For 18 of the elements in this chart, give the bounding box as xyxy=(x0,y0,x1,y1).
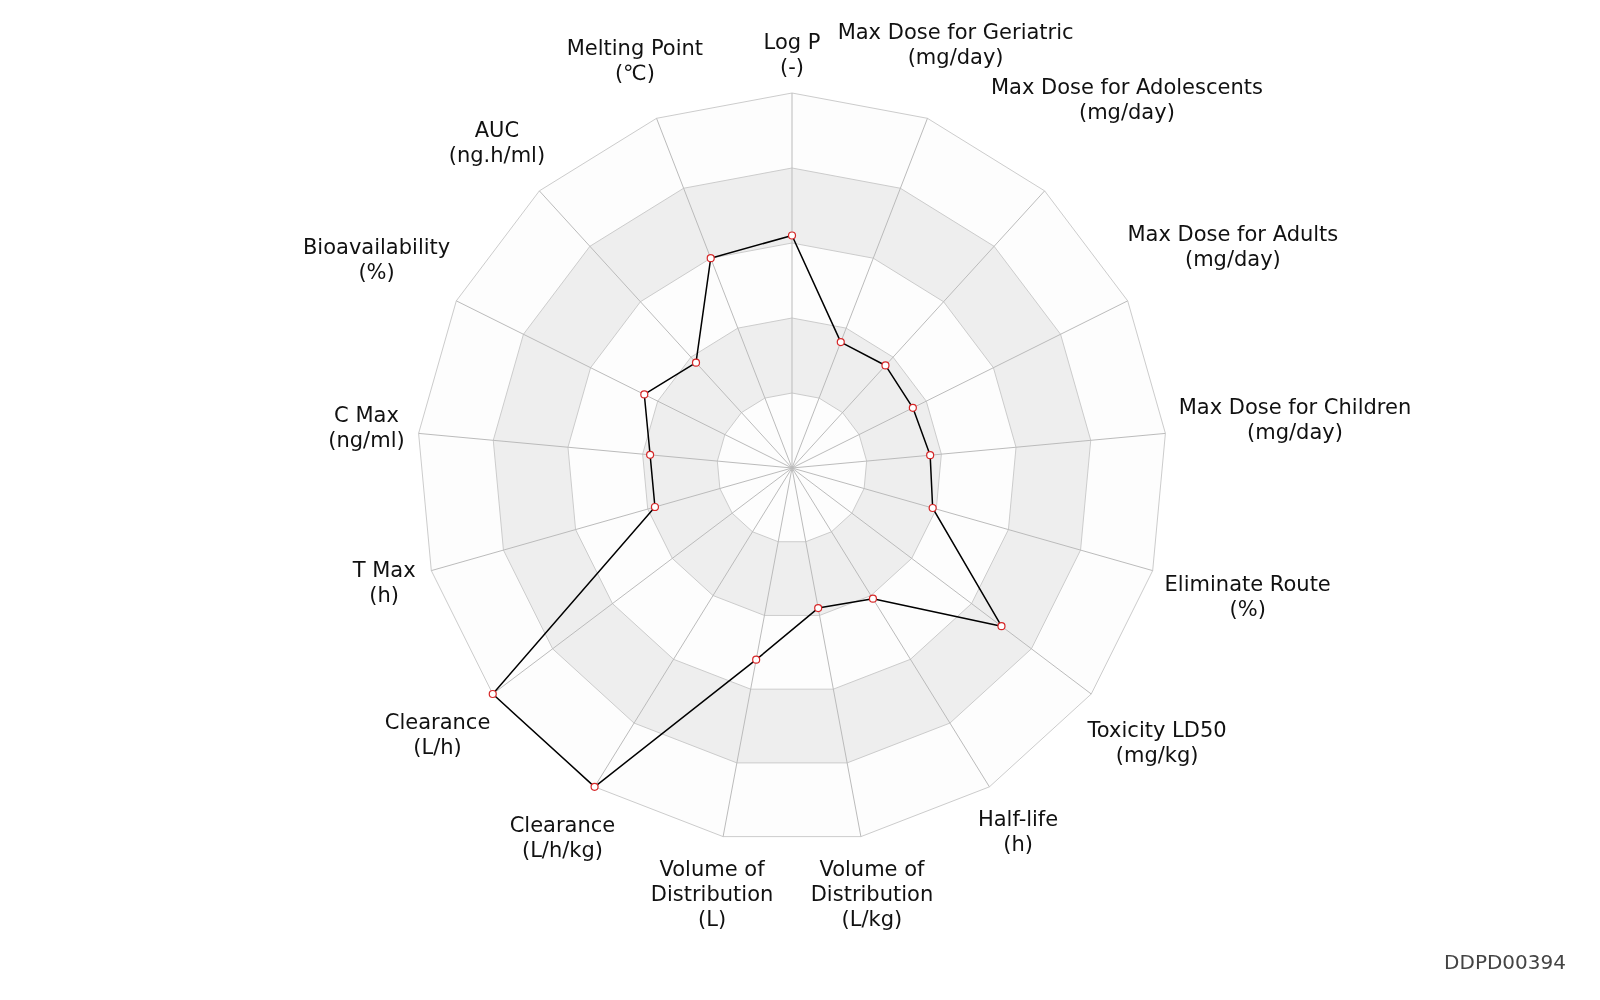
spoke-label: Volume of Distribution (L) xyxy=(650,857,774,932)
spoke-label: Max Dose for Geriatric (mg/day) xyxy=(837,19,1074,69)
spoke-label: Max Dose for Adults (mg/day) xyxy=(1127,222,1339,272)
spoke-label: Melting Point (℃) xyxy=(566,36,704,86)
text: DDPD00394 xyxy=(1444,950,1566,974)
spoke-label: T Max (h) xyxy=(351,558,416,608)
spoke-label: Max Dose for Adolescents (mg/day) xyxy=(990,74,1263,124)
spoke-label: Volume of Distribution (L/kg) xyxy=(810,857,934,932)
spoke-label: Bioavailability (%) xyxy=(302,235,451,285)
spoke-label: Max Dose for Children (mg/day) xyxy=(1178,395,1412,445)
spoke-label: Half-life (h) xyxy=(977,807,1059,857)
spoke-label: Clearance (L/h/kg) xyxy=(509,812,616,862)
spoke-label: C Max (ng/ml) xyxy=(328,402,405,452)
spoke-label: Toxicity LD50 (mg/kg) xyxy=(1086,717,1227,767)
spoke-label: AUC (ng.h/ml) xyxy=(448,118,546,168)
spoke-label: Clearance (L/h) xyxy=(384,709,491,759)
spoke-label: Log P (-) xyxy=(763,29,821,79)
spoke-label: Eliminate Route (%) xyxy=(1164,571,1331,621)
